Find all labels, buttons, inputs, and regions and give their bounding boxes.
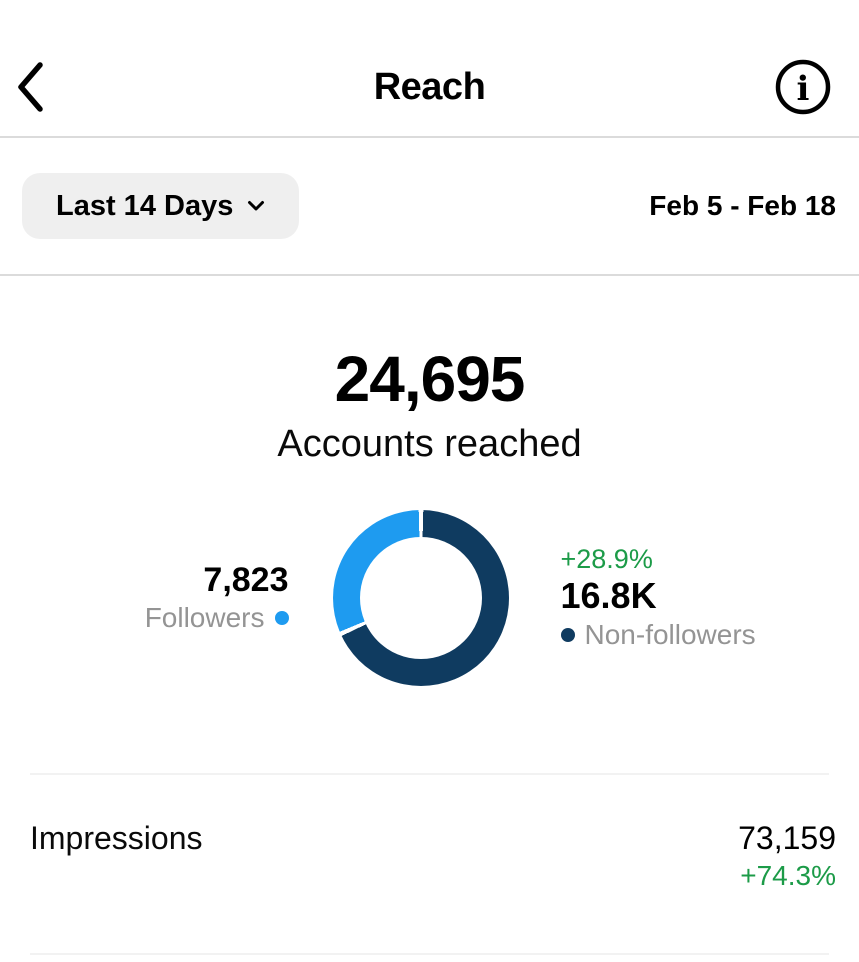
filter-bar: Last 14 Days Feb 5 - Feb 18 (0, 138, 859, 276)
followers-label-row: Followers (145, 600, 289, 636)
accounts-reached-value: 24,695 (334, 343, 526, 415)
section-divider (30, 773, 829, 775)
svg-text:i: i (797, 69, 810, 109)
donut-hole (359, 537, 482, 659)
impressions-change: +74.3% (740, 860, 836, 891)
followers-value: 7,823 (203, 561, 289, 599)
page-title: Reach (373, 65, 486, 108)
non-followers-label-row: Non-followers (560, 617, 756, 653)
reach-breakdown-chart: 7,823 Followers +28.9% 16.8K Non-followe… (0, 510, 859, 686)
info-icon: i (774, 58, 832, 116)
chevron-down-icon (247, 200, 265, 212)
followers-dot-icon (274, 611, 289, 625)
accounts-reached-label: Accounts reached (277, 423, 582, 465)
impressions-values: 73,159 +74.3% (738, 819, 836, 893)
chevron-left-icon (14, 61, 46, 113)
impressions-row: Impressions 73,159 +74.3% (0, 775, 859, 893)
impressions-label: Impressions (30, 820, 203, 856)
donut-chart (332, 510, 509, 686)
period-label: Last 14 Days (56, 189, 234, 222)
impressions-value: 73,159 (738, 820, 836, 856)
accounts-reached-summary: 24,695 Accounts reached (0, 344, 859, 466)
reach-content: 24,695 Accounts reached 7,823 Followers … (0, 344, 859, 955)
date-range-label: Feb 5 - Feb 18 (649, 190, 836, 221)
non-followers-change: +28.9% (560, 544, 653, 574)
non-followers-legend: +28.9% 16.8K Non-followers (560, 543, 801, 653)
followers-legend: 7,823 Followers (59, 560, 289, 636)
non-followers-value: 16.8K (560, 575, 657, 616)
back-button[interactable] (14, 61, 46, 113)
period-selector[interactable]: Last 14 Days (22, 173, 300, 239)
section-divider (30, 953, 829, 955)
followers-label: Followers (144, 602, 265, 633)
non-followers-dot-icon (560, 628, 575, 642)
non-followers-label: Non-followers (584, 619, 756, 650)
header: Reach i (0, 0, 859, 138)
info-button[interactable]: i (774, 58, 832, 116)
